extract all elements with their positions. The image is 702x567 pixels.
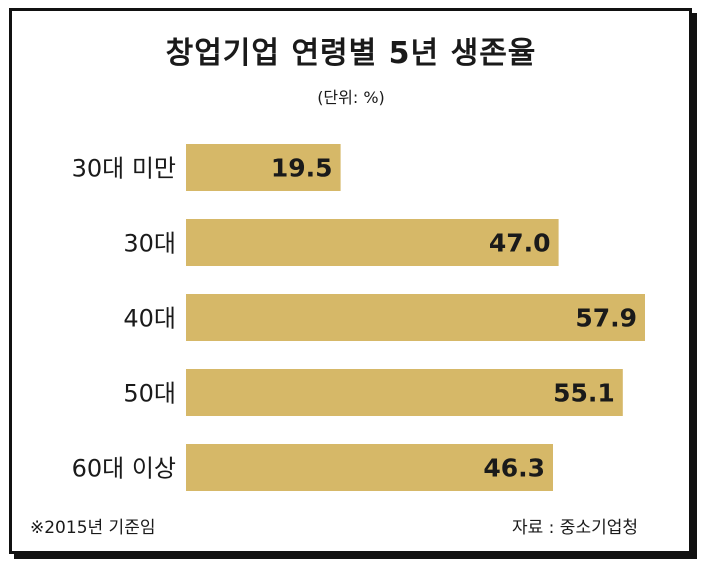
bar [186, 144, 341, 191]
chart-title: 창업기업 연령별 5년 생존율 [165, 36, 537, 71]
value-label: 46.3 [483, 454, 545, 483]
bar [186, 294, 645, 341]
value-label: 57.9 [575, 304, 637, 333]
source-note: 자료 : 중소기업청 [511, 518, 638, 538]
value-label: 19.5 [271, 154, 333, 183]
category-label: 30대 [123, 230, 176, 258]
bar [186, 219, 559, 266]
value-label: 47.0 [489, 229, 551, 258]
value-label: 55.1 [553, 379, 615, 408]
category-label: 40대 [123, 305, 176, 333]
bar [186, 444, 553, 491]
category-label: 30대 미만 [72, 155, 176, 183]
footnote: ※2015년 기준임 [30, 518, 156, 538]
bar [186, 369, 623, 416]
category-label: 60대 이상 [72, 455, 176, 483]
category-label: 50대 [123, 380, 176, 408]
unit-label: (단위: %) [317, 88, 385, 107]
